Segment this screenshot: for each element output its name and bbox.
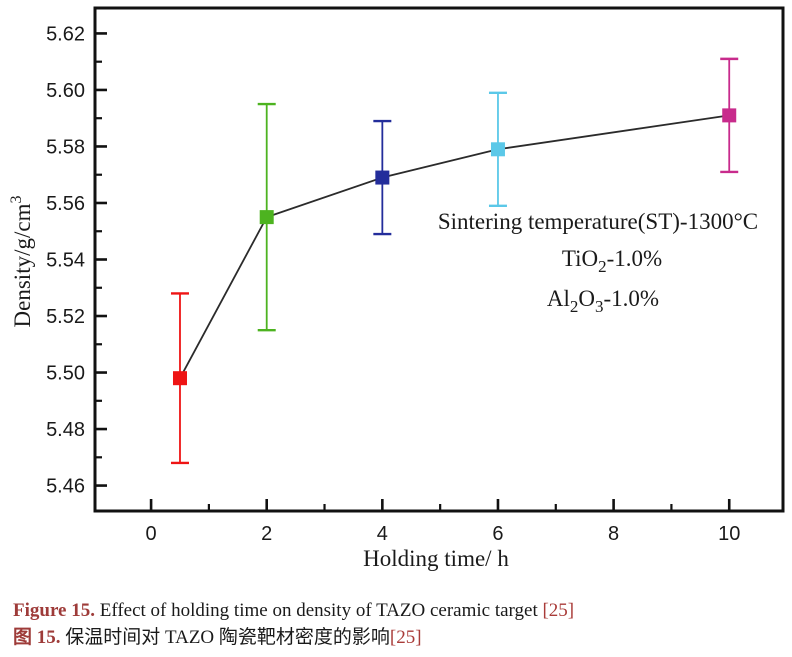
caption-chinese: 图 15. 保温时间对 TAZO 陶瓷靶材密度的影响[25] <box>13 624 779 651</box>
data-point-marker <box>490 142 505 157</box>
x-tick-label: 4 <box>377 523 388 545</box>
x-tick-label: 10 <box>718 523 740 545</box>
density-chart: 0 2 4 6 8 10 5.46 5.48 5.50 5.52 5.54 5.56 5.58 5.60 5… <box>8 6 785 571</box>
y-tick-label: 5.54 <box>46 250 85 272</box>
caption-zh-reference: [25] <box>389 627 422 648</box>
data-point-marker <box>172 371 187 386</box>
x-tick-label: 2 <box>261 523 272 545</box>
y-tick-label: 5.52 <box>46 306 85 328</box>
y-tick-label: 5.46 <box>46 476 85 498</box>
data-point-marker <box>259 210 274 225</box>
caption-zh-label: 图 15. <box>13 627 61 648</box>
y-tick-label: 5.50 <box>46 363 85 385</box>
x-tick-label: 6 <box>492 523 503 545</box>
y-tick-label: 5.48 <box>46 419 85 441</box>
caption-en-label: Figure 15. <box>13 600 95 621</box>
annotation-text: Sintering temperature(ST)-1300°C <box>438 209 758 234</box>
annotation-text: TiO2-1.0% <box>562 246 662 276</box>
y-tick-label: 5.56 <box>46 193 85 215</box>
figure-caption: Figure 15. Effect of holding time on den… <box>13 597 779 651</box>
y-axis-title: Density/g/cm3 <box>8 196 35 328</box>
x-axis-title: Holding time/ h <box>363 546 509 571</box>
plot-frame <box>93 6 785 513</box>
data-point-marker <box>722 108 737 123</box>
data-point-marker <box>375 170 390 185</box>
y-tick-label: 5.58 <box>46 136 85 158</box>
caption-english: Figure 15. Effect of holding time on den… <box>13 597 779 624</box>
annotation-text: Al2O3-1.0% <box>547 286 659 316</box>
caption-en-reference: [25] <box>542 600 575 621</box>
x-tick-label: 8 <box>608 523 619 545</box>
caption-en-text: Effect of holding time on density of TAZ… <box>99 600 538 621</box>
caption-zh-text: 保温时间对 TAZO 陶瓷靶材密度的影响 <box>65 627 390 648</box>
y-tick-label: 5.60 <box>46 80 85 102</box>
x-tick-label: 0 <box>146 523 157 545</box>
y-tick-label: 5.62 <box>46 23 85 45</box>
